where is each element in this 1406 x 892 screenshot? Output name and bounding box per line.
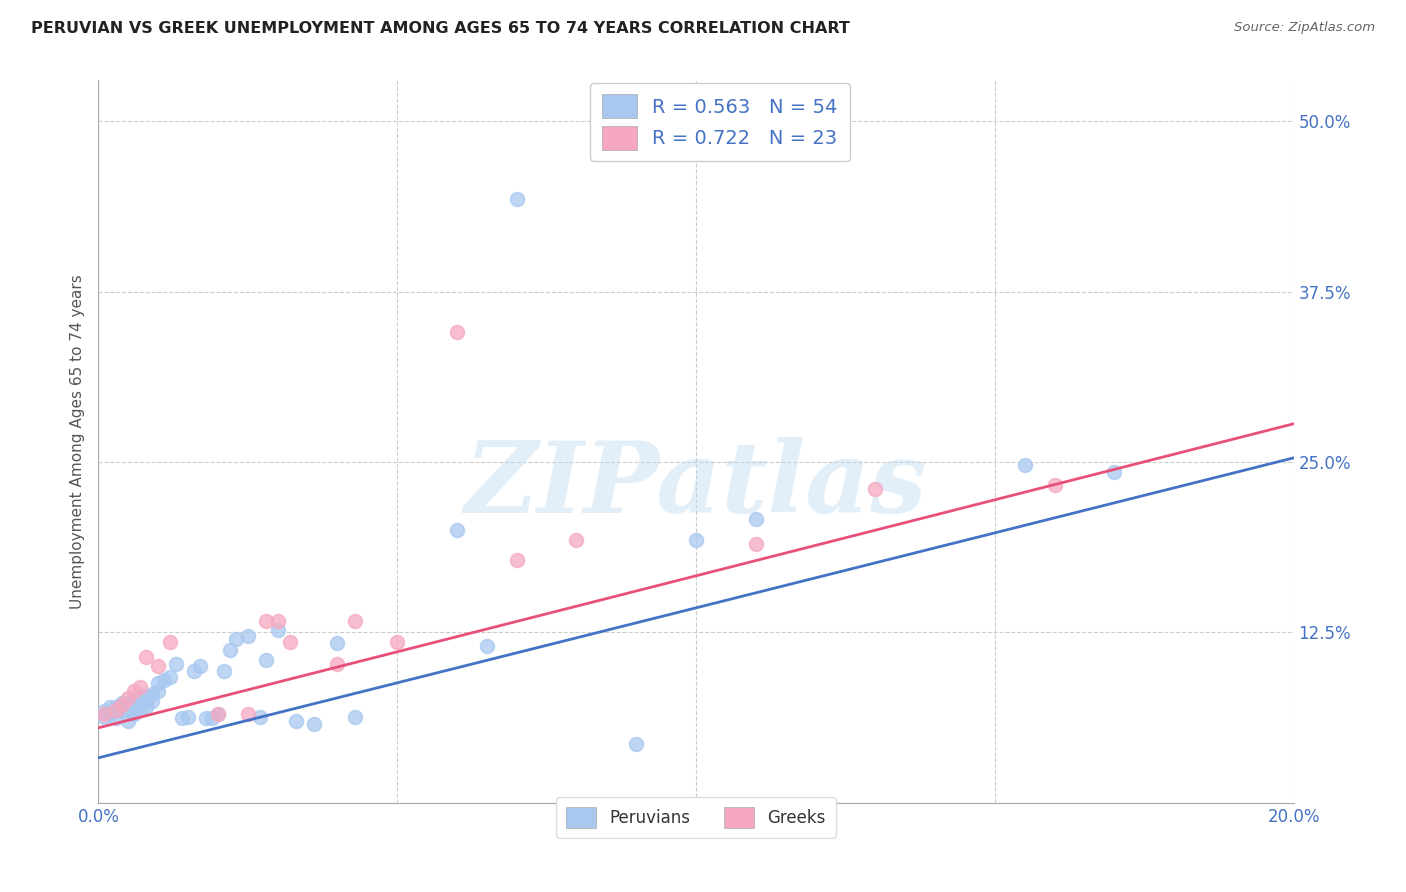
Point: [626, 737, 648, 751]
Point: [446, 523, 468, 537]
Point: [135, 700, 157, 714]
Point: [225, 632, 247, 647]
Point: [105, 705, 128, 719]
Point: [284, 714, 307, 728]
Point: [165, 657, 187, 671]
Point: [98, 700, 122, 714]
Point: [93, 707, 115, 722]
Point: [105, 711, 128, 725]
Point: [141, 687, 163, 701]
Point: [745, 537, 768, 551]
Point: [159, 670, 181, 684]
Point: [326, 657, 349, 671]
Point: [267, 615, 290, 629]
Point: [124, 707, 146, 722]
Point: [124, 693, 146, 707]
Point: [135, 649, 157, 664]
Point: [148, 684, 170, 698]
Point: [195, 711, 218, 725]
Point: [124, 700, 146, 714]
Point: [117, 690, 139, 705]
Point: [344, 615, 367, 629]
Point: [236, 707, 259, 722]
Point: [212, 664, 235, 678]
Point: [135, 690, 157, 704]
Point: [129, 680, 152, 694]
Point: [159, 635, 181, 649]
Point: [344, 710, 367, 724]
Point: [105, 700, 128, 714]
Point: [267, 623, 290, 637]
Point: [177, 710, 200, 724]
Point: [1014, 458, 1036, 472]
Point: [129, 703, 152, 717]
Point: [124, 684, 146, 698]
Point: [236, 630, 259, 644]
Point: [1104, 465, 1126, 479]
Point: [172, 711, 194, 725]
Point: [207, 707, 229, 722]
Y-axis label: Unemployment Among Ages 65 to 74 years: Unemployment Among Ages 65 to 74 years: [69, 274, 84, 609]
Point: [111, 703, 134, 717]
Point: [93, 710, 115, 724]
Point: [685, 533, 707, 547]
Point: [111, 696, 134, 710]
Text: ZIPatlas: ZIPatlas: [465, 437, 927, 533]
Point: [302, 716, 325, 731]
Point: [254, 653, 277, 667]
Point: [385, 635, 409, 649]
Point: [111, 698, 134, 712]
Point: [148, 659, 170, 673]
Legend: Peruvians, Greeks: Peruvians, Greeks: [557, 797, 835, 838]
Point: [141, 693, 163, 707]
Point: [506, 192, 529, 206]
Point: [117, 703, 139, 717]
Text: PERUVIAN VS GREEK UNEMPLOYMENT AMONG AGES 65 TO 74 YEARS CORRELATION CHART: PERUVIAN VS GREEK UNEMPLOYMENT AMONG AGE…: [31, 21, 849, 36]
Point: [506, 553, 529, 567]
Point: [565, 533, 588, 547]
Point: [153, 673, 176, 687]
Point: [183, 664, 205, 678]
Point: [326, 636, 349, 650]
Text: Source: ZipAtlas.com: Source: ZipAtlas.com: [1234, 21, 1375, 34]
Point: [865, 482, 887, 496]
Point: [148, 676, 170, 690]
Point: [93, 705, 115, 719]
Point: [117, 714, 139, 728]
Point: [117, 696, 139, 710]
Point: [254, 615, 277, 629]
Point: [188, 659, 211, 673]
Point: [129, 690, 152, 704]
Point: [219, 643, 242, 657]
Point: [207, 707, 229, 722]
Point: [278, 635, 301, 649]
Point: [129, 696, 152, 710]
Point: [135, 693, 157, 707]
Point: [201, 711, 224, 725]
Point: [98, 707, 122, 722]
Point: [1043, 478, 1066, 492]
Point: [446, 326, 468, 340]
Point: [249, 710, 271, 724]
Point: [745, 512, 768, 526]
Point: [475, 639, 498, 653]
Point: [105, 703, 128, 717]
